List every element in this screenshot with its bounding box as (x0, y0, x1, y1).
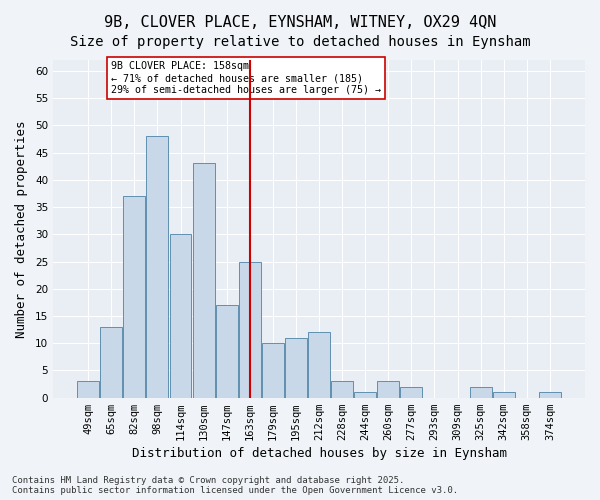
X-axis label: Distribution of detached houses by size in Eynsham: Distribution of detached houses by size … (131, 447, 506, 460)
Bar (331, 382, 353, 398)
Bar (124, 196, 145, 398)
Bar (354, 392, 376, 398)
Bar (493, 392, 515, 398)
Text: Size of property relative to detached houses in Eynsham: Size of property relative to detached ho… (70, 35, 530, 49)
Bar (285, 338, 307, 398)
Text: Contains HM Land Registry data © Crown copyright and database right 2025.
Contai: Contains HM Land Registry data © Crown c… (12, 476, 458, 495)
Bar (470, 387, 491, 398)
Bar (146, 136, 169, 398)
Text: 9B CLOVER PLACE: 158sqm
← 71% of detached houses are smaller (185)
29% of semi-d: 9B CLOVER PLACE: 158sqm ← 71% of detache… (111, 62, 381, 94)
Bar (77, 382, 99, 398)
Bar (262, 343, 284, 398)
Bar (193, 164, 215, 398)
Bar (239, 262, 261, 398)
Bar (400, 387, 422, 398)
Bar (100, 327, 122, 398)
Bar (308, 332, 330, 398)
Y-axis label: Number of detached properties: Number of detached properties (15, 120, 28, 338)
Bar (377, 382, 399, 398)
Text: 9B, CLOVER PLACE, EYNSHAM, WITNEY, OX29 4QN: 9B, CLOVER PLACE, EYNSHAM, WITNEY, OX29 … (104, 15, 496, 30)
Bar (539, 392, 561, 398)
Bar (216, 305, 238, 398)
Bar (170, 234, 191, 398)
